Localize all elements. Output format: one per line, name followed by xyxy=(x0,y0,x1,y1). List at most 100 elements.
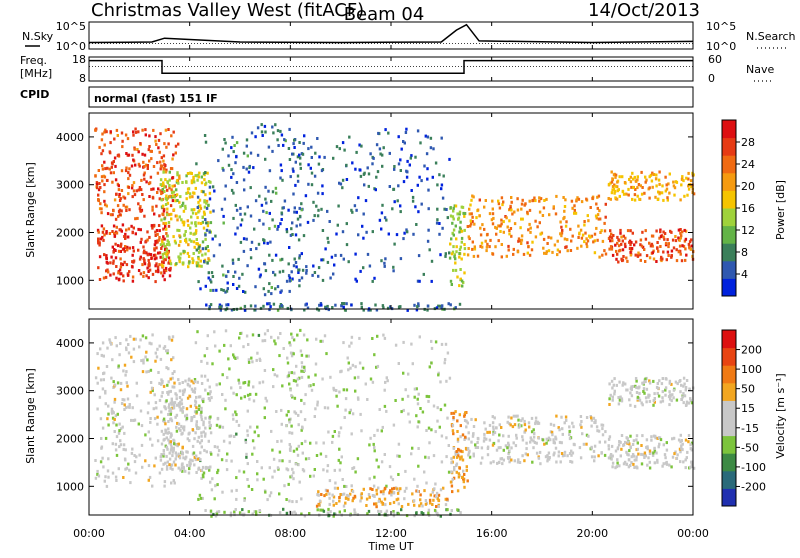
power-cell xyxy=(269,240,272,244)
velocity-cell xyxy=(506,446,509,450)
velocity-cell xyxy=(483,436,486,440)
power-cell xyxy=(101,149,105,153)
velocity-cell xyxy=(317,490,320,494)
velocity-cell xyxy=(166,391,169,394)
velocity-cell xyxy=(292,471,295,475)
power-cell xyxy=(683,194,686,198)
velocity-cell xyxy=(467,431,470,435)
velocity-cell xyxy=(336,486,339,490)
velocity-cell xyxy=(338,496,341,499)
power-cell xyxy=(174,151,177,155)
velocity-cell xyxy=(515,436,518,440)
velocity-cell xyxy=(440,434,444,438)
power-cell xyxy=(531,240,534,244)
velocity-cell xyxy=(376,428,379,432)
velocity-cell xyxy=(127,462,130,466)
power-cell xyxy=(369,152,372,156)
power-cell xyxy=(114,217,118,221)
power-cell xyxy=(297,268,300,272)
velocity-cell xyxy=(435,495,438,499)
power-cell xyxy=(126,273,130,277)
power-cell xyxy=(206,224,210,228)
power-cell xyxy=(168,195,171,199)
velocity-cell xyxy=(657,386,660,390)
velocity-cell xyxy=(200,410,203,414)
power-cell xyxy=(204,193,207,197)
power-cell xyxy=(125,228,128,232)
power-cell xyxy=(227,270,230,274)
velocity-cell xyxy=(430,361,433,365)
velocity-cell xyxy=(495,426,498,430)
velocity-cell xyxy=(632,462,635,466)
power-cell xyxy=(186,251,190,255)
velocity-cell xyxy=(680,444,683,448)
velocity-cell xyxy=(369,436,372,440)
velocity-cell xyxy=(154,351,157,355)
velocity-cell xyxy=(655,385,659,389)
velocity-cell xyxy=(118,353,121,357)
power-cell xyxy=(98,207,102,211)
power-cell xyxy=(232,150,235,154)
power-cell xyxy=(317,308,321,312)
velocity-cell xyxy=(671,455,675,459)
velocity-cell xyxy=(668,403,671,407)
velocity-cell xyxy=(485,437,488,441)
velocity-cell xyxy=(638,391,641,395)
power-cell xyxy=(545,250,548,254)
velocity-cell xyxy=(689,397,692,401)
velocity-cell xyxy=(161,391,164,395)
velocity-cell xyxy=(640,462,644,466)
power-cell xyxy=(114,164,117,168)
velocity-cell xyxy=(179,400,182,404)
velocity-cell xyxy=(635,434,639,438)
velocity-cell xyxy=(652,379,655,383)
power-cell xyxy=(271,125,274,129)
velocity-cell xyxy=(431,490,434,494)
power-cell xyxy=(596,206,599,210)
power-cell xyxy=(674,180,678,184)
power-cell xyxy=(152,128,155,132)
power-cell xyxy=(626,259,629,263)
power-cell xyxy=(160,218,163,222)
power-panel-frame xyxy=(88,112,694,310)
velocity-cell xyxy=(365,497,369,501)
power-cell xyxy=(662,235,665,239)
power-cell xyxy=(607,197,610,200)
power-cell xyxy=(500,218,503,222)
power-cell xyxy=(192,252,195,255)
velocity-cell xyxy=(465,425,468,429)
velocity-cell xyxy=(625,436,628,440)
velocity-cell xyxy=(195,420,198,424)
velocity-cell xyxy=(435,491,439,495)
velocity-cell xyxy=(383,497,387,501)
power-cell xyxy=(687,242,691,246)
power-cell xyxy=(111,245,114,249)
power-cell xyxy=(585,197,588,201)
power-cell xyxy=(393,167,396,171)
velocity-cell xyxy=(507,452,510,456)
velocity-cell xyxy=(332,386,335,390)
velocity-cell xyxy=(448,376,452,380)
power-cell xyxy=(116,244,120,248)
velocity-cell xyxy=(463,414,466,418)
power-cell xyxy=(109,130,112,134)
velocity-cell xyxy=(342,341,345,345)
power-cell xyxy=(497,202,501,206)
velocity-cell xyxy=(172,460,176,464)
power-cell xyxy=(426,239,430,243)
velocity-cell xyxy=(518,424,522,427)
power-cell xyxy=(516,250,520,254)
velocity-cell xyxy=(672,396,675,400)
velocity-cell xyxy=(452,476,456,480)
velocity-cell xyxy=(293,410,296,414)
power-cell xyxy=(543,199,546,202)
velocity-cell xyxy=(512,441,515,445)
velocity-cell xyxy=(144,459,147,463)
power-cell xyxy=(245,237,248,241)
velocity-cell xyxy=(265,399,269,403)
power-cell xyxy=(664,241,668,245)
power-cell xyxy=(459,220,462,224)
velocity-cell xyxy=(471,434,475,438)
power-cell xyxy=(508,232,511,236)
power-cell xyxy=(663,232,667,235)
